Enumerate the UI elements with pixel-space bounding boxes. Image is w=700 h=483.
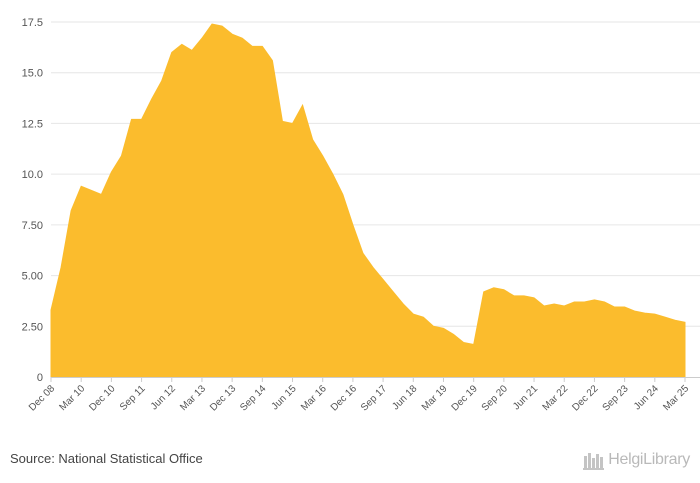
x-tick-label: Sep 17 — [359, 383, 389, 413]
x-tick-label: Dec 19 — [450, 383, 480, 413]
brand-name: HelgiLibrary — [608, 451, 690, 468]
x-tick-label: Jun 15 — [270, 383, 299, 412]
x-tick-label: Mar 10 — [58, 383, 88, 413]
x-tick-label: Jun 21 — [511, 383, 540, 412]
x-tick-label: Dec 13 — [208, 383, 238, 413]
y-tick-label: 5.00 — [22, 271, 43, 283]
y-tick-label: 7.50 — [22, 220, 43, 232]
y-tick-label: 2.50 — [22, 321, 43, 333]
y-tick-label: 0 — [37, 372, 43, 384]
brand-logo[interactable]: HelgiLibrary — [583, 450, 690, 470]
area-series — [50, 23, 686, 378]
source-note: Source: National Statistical Office — [10, 451, 203, 466]
x-tick-label: Sep 11 — [118, 383, 148, 413]
x-tick-label: Mar 13 — [178, 383, 208, 413]
x-tick-label: Dec 10 — [87, 383, 117, 413]
y-tick-label: 17.5 — [22, 17, 43, 29]
x-tick-label: Jun 24 — [632, 383, 661, 412]
x-tick-label: Dec 08 — [27, 383, 57, 413]
x-tick-label: Mar 19 — [420, 383, 450, 413]
x-tick-label: Sep 20 — [480, 383, 510, 413]
y-tick-label: 12.5 — [22, 118, 43, 130]
x-tick-label: Mar 22 — [541, 383, 571, 413]
x-tick-label: Sep 14 — [238, 383, 268, 413]
x-tick-label: Jun 18 — [390, 383, 419, 412]
x-tick-label: Sep 23 — [601, 383, 631, 413]
x-tick-label: Mar 25 — [661, 383, 691, 413]
x-tick-label: Jun 12 — [149, 383, 178, 412]
y-tick-label: 10.0 — [22, 169, 43, 181]
x-tick-label: Dec 16 — [329, 383, 359, 413]
library-icon — [583, 453, 605, 470]
x-tick-label: Dec 22 — [570, 383, 600, 413]
x-tick-label: Mar 16 — [299, 383, 329, 413]
footer: Source: National Statistical Office Helg… — [0, 440, 700, 483]
y-tick-label: 15.0 — [22, 68, 43, 80]
